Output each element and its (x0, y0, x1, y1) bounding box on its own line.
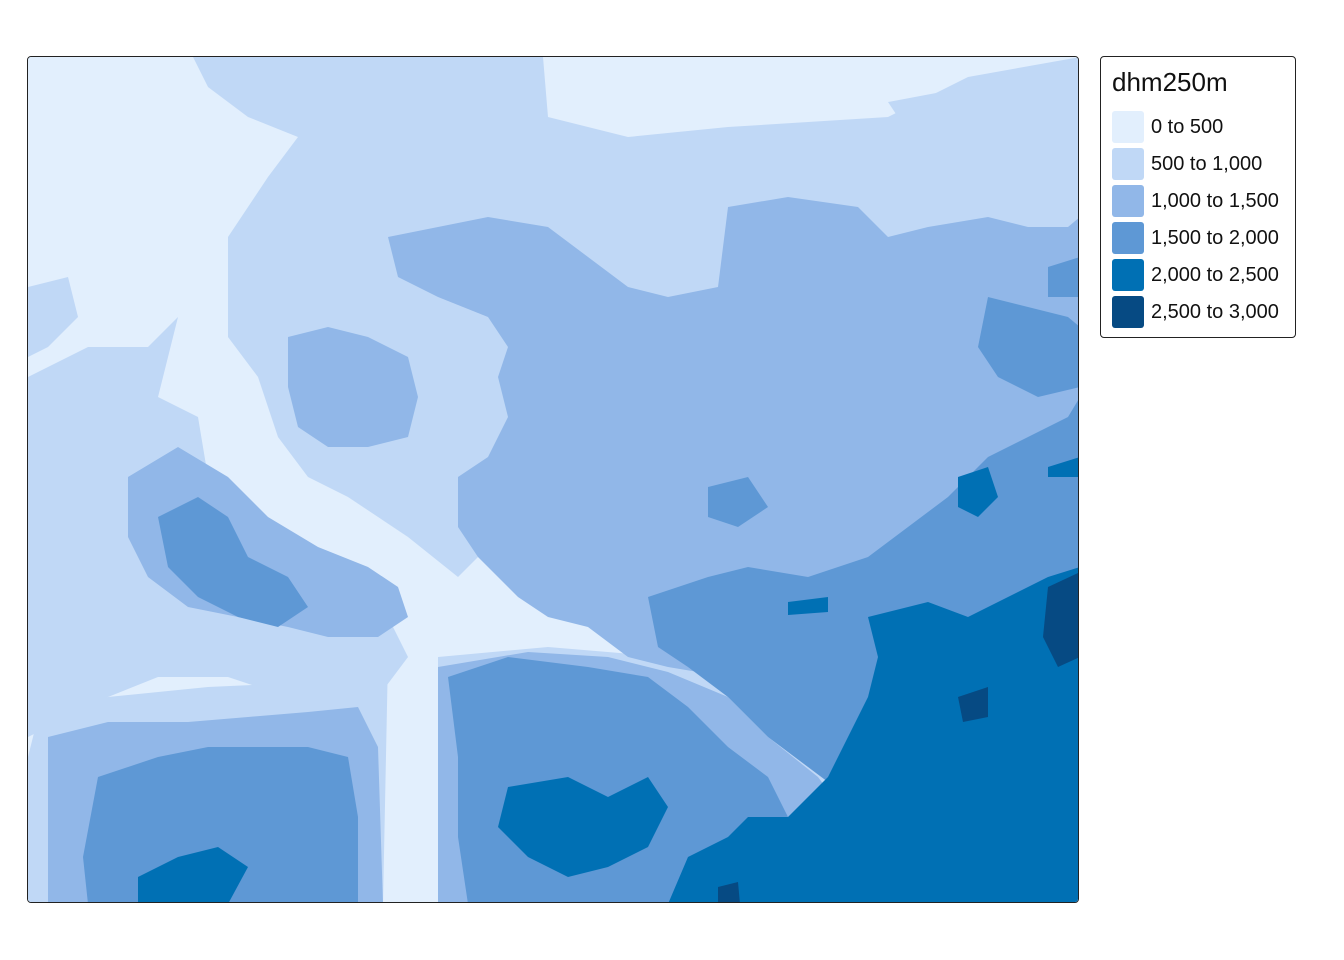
legend-swatch (1112, 259, 1144, 291)
legend-item-0-500: 0 to 500 (1112, 111, 1223, 143)
elevation-raster-map (27, 56, 1079, 903)
legend-item-500-1000: 500 to 1,000 (1112, 148, 1262, 180)
legend-label: 0 to 500 (1151, 115, 1224, 138)
legend-label: 500 to 1,000 (1151, 152, 1263, 175)
class-2000-2500-areas (138, 457, 1078, 902)
legend-swatch (1112, 296, 1144, 328)
legend-label: 1,500 to 2,000 (1151, 226, 1279, 249)
legend-item-2500-3000: 2,500 to 3,000 (1112, 296, 1279, 328)
legend-item-2000-2500: 2,000 to 2,500 (1112, 259, 1279, 291)
legend-item-1500-2000: 1,500 to 2,000 (1112, 222, 1279, 254)
legend-swatch (1112, 185, 1144, 217)
legend-swatch (1112, 111, 1144, 143)
legend-title: dhm250m (1112, 67, 1228, 97)
legend-item-1000-1500: 1,000 to 1,500 (1112, 185, 1279, 217)
legend-swatch (1112, 148, 1144, 180)
legend-label: 2,000 to 2,500 (1151, 263, 1279, 286)
raster-svg (28, 57, 1078, 902)
legend-label: 1,000 to 1,500 (1151, 189, 1279, 212)
legend-label: 2,500 to 3,000 (1151, 300, 1279, 323)
legend-swatch (1112, 222, 1144, 254)
class-2500-3000-areas (718, 572, 1078, 902)
map-legend: dhm250m 0 to 500 500 to 1,000 1,000 to 1… (1100, 56, 1296, 338)
